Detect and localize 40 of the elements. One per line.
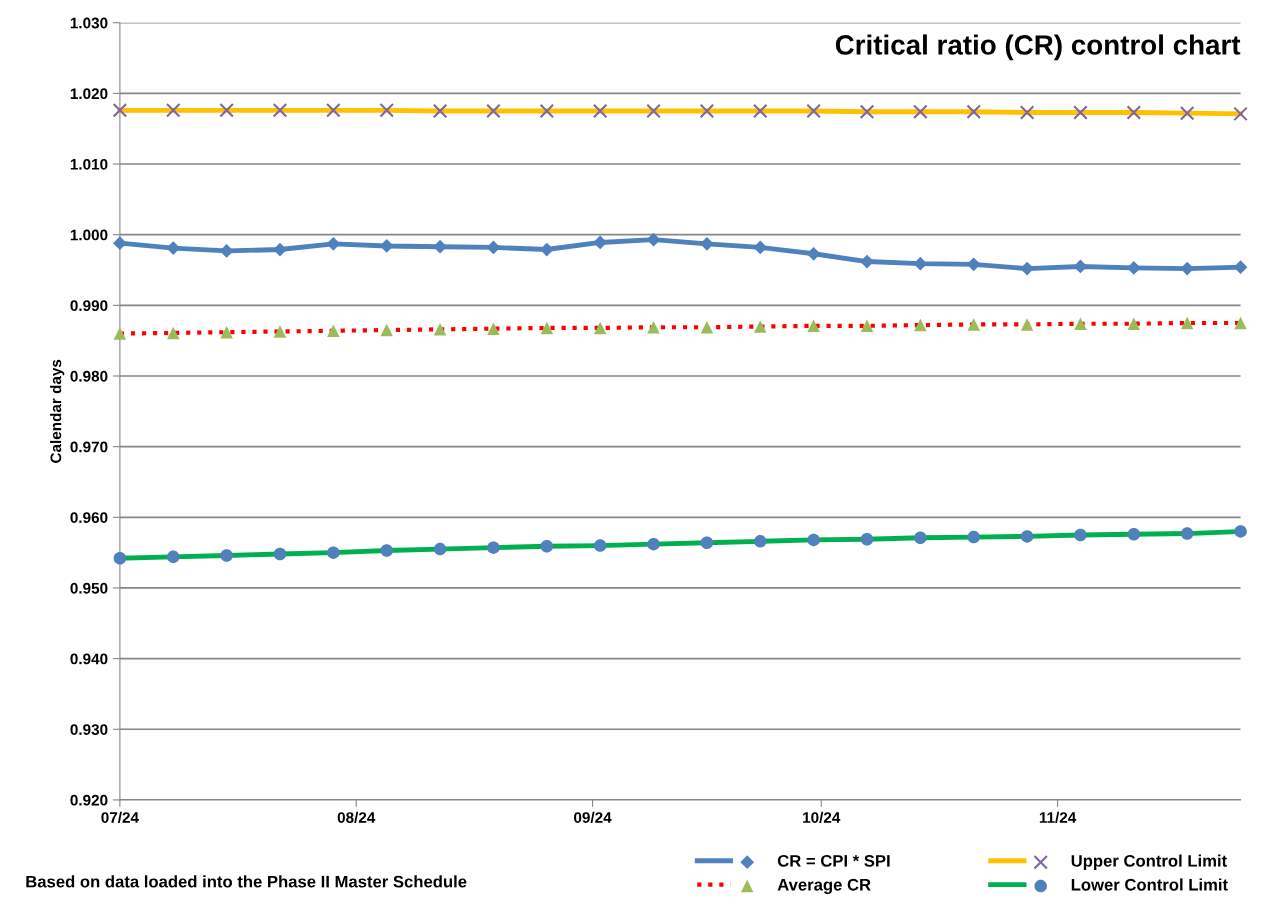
point [326,237,341,251]
point [486,240,501,255]
legend-label: CR = CPI * SPI [777,854,890,867]
x-tick-label: 07/24 [101,811,139,824]
x-tick-label: 09/24 [574,811,612,824]
y-tick-label: 0.930 [70,724,108,735]
y-tick-label: 0.990 [70,300,108,312]
y-tick-label: 0.920 [70,794,108,806]
point [860,254,874,269]
y-tick-label: 0.980 [70,370,108,382]
y-tick-label: 0.940 [70,653,108,665]
text: Based on data loaded into the Phase II Master Schedule [26,875,467,888]
legend-label: Lower Control Limit [1071,878,1228,891]
point [753,240,768,255]
y-axis-title: Calendar days [50,359,65,463]
legend-label: Upper Control Limit [1071,854,1227,871]
point [113,236,127,251]
chart-title: Critical ratio (CR) control chart [835,34,1241,61]
legend-label: Average CR [777,878,871,894]
point [700,237,714,251]
y-tick-label: 0.960 [70,512,108,523]
point [433,239,447,254]
point [593,235,608,250]
y-tick-label: 1.010 [70,158,108,170]
y-tick-label: 1.030 [70,17,108,29]
point [539,242,554,257]
y-tick-label: 1.000 [70,229,108,241]
x-tick-label: 11/24 [1039,811,1077,824]
point [913,256,928,271]
x-tick-label: 08/24 [337,811,376,824]
point [646,232,661,247]
x-tick-label: 10/24 [803,811,841,824]
y-tick-label: 0.970 [70,441,108,453]
point [806,246,821,261]
y-tick-label: 1.020 [70,88,108,100]
point [1233,260,1248,275]
point [966,257,981,272]
y-tick-label: 0.950 [70,582,108,594]
point [1020,261,1034,276]
point [273,242,287,257]
